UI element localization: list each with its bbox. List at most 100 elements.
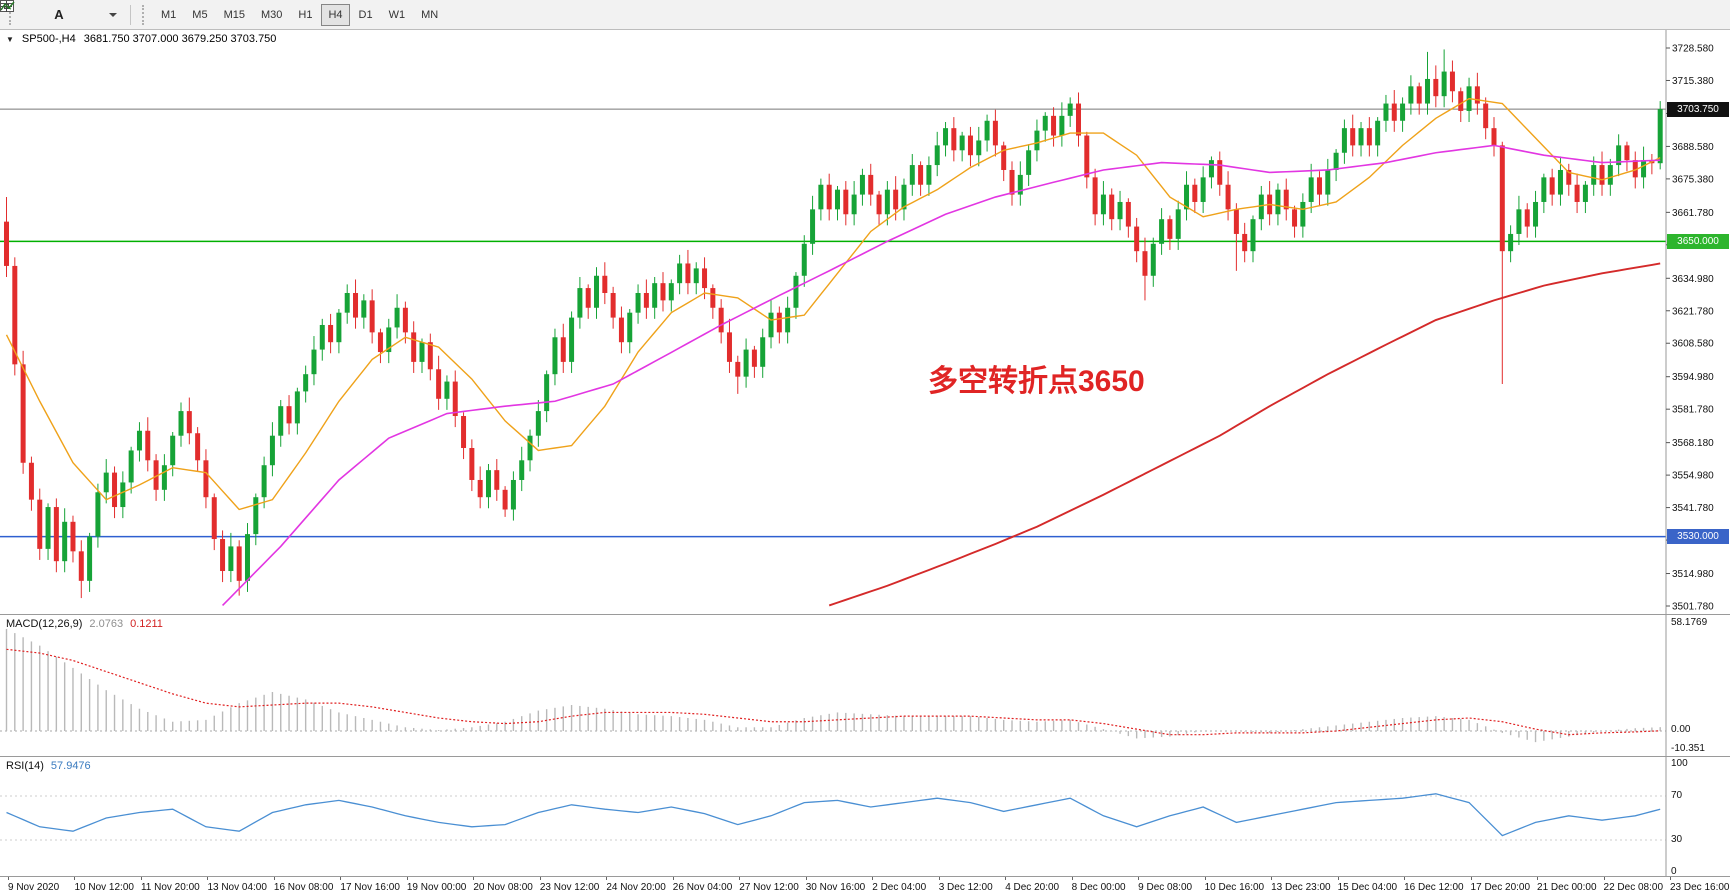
time-label: 26 Nov 04:00 [672, 882, 733, 893]
time-label: 17 Dec 20:00 [1470, 882, 1531, 893]
timeframe-m1-button[interactable]: M1 [154, 4, 183, 26]
timeframe-m30-button[interactable]: M30 [254, 4, 289, 26]
time-label: 10 Dec 16:00 [1204, 882, 1265, 893]
ma-mid-line [221, 144, 1661, 607]
price-tick-label: 3608.580 [1672, 339, 1714, 350]
price-tick-label: 3568.180 [1672, 438, 1714, 449]
time-label: 9 Nov 2020 [8, 882, 60, 893]
macd-signal-value: 0.1211 [130, 618, 163, 630]
time-tick [1404, 877, 1406, 880]
time-tick [1005, 877, 1007, 880]
time-tick [739, 877, 741, 880]
text-tool-button[interactable]: A [47, 4, 71, 26]
chart-window-button[interactable] [0, 0, 45, 26]
time-tick [406, 877, 408, 880]
rsi-line [6, 793, 1661, 837]
time-tick [1138, 877, 1140, 880]
timeframe-w1-button[interactable]: W1 [382, 4, 413, 26]
timeframe-m15-button[interactable]: M15 [217, 4, 252, 26]
hline-3530-badge[interactable]: 3530.000 [1667, 529, 1729, 545]
indicators-dropdown-button[interactable] [0, 1, 123, 26]
current-price-badge: 3703.750 [1667, 101, 1729, 117]
rsi-axis-30: 30 [1671, 834, 1683, 845]
candlestick-chart[interactable]: 3728.5803715.3803701.9803688.5803675.380… [0, 30, 1730, 614]
price-tick-label: 3581.780 [1672, 405, 1714, 416]
toolbar-separator [130, 4, 131, 25]
timeframe-d1-button[interactable]: D1 [352, 4, 380, 26]
time-label: 15 Dec 04:00 [1337, 882, 1398, 893]
price-tick-label: 3661.780 [1672, 208, 1714, 219]
macd-panel[interactable]: MACD(12,26,9) 2.0763 0.1211 58.1769 0.00… [0, 614, 1730, 757]
macd-axis-top: 58.1769 [1671, 617, 1708, 628]
time-label: 23 Nov 12:00 [539, 882, 600, 893]
time-tick [1470, 877, 1472, 880]
timeframe-h1-button[interactable]: H1 [291, 4, 319, 26]
time-tick [1204, 877, 1206, 880]
candles-layer [4, 49, 1663, 599]
macd-chart[interactable] [0, 615, 1730, 757]
price-tick-label: 3688.580 [1672, 142, 1714, 153]
time-tick [1271, 877, 1273, 880]
crosshair-button[interactable] [1, 1, 97, 26]
time-tick [140, 877, 142, 880]
time-label: 24 Nov 20:00 [606, 882, 666, 893]
time-tick [1537, 877, 1539, 880]
time-axis[interactable]: 9 Nov 2020 10 Nov 12:00 11 Nov 20:00 13 Nov… [0, 876, 1730, 895]
price-tick-label: 3634.980 [1672, 274, 1714, 285]
time-label: 19 Nov 00:00 [406, 882, 467, 893]
symbol-timeframe-label: SP500-,H4 [21, 33, 76, 45]
time-tick [74, 877, 76, 880]
time-label: 23 Dec 16:00 [1670, 882, 1730, 893]
time-tick [1071, 877, 1073, 880]
toolbar-grip[interactable] [9, 4, 15, 25]
time-tick [1337, 877, 1339, 880]
indicator-line-icon [0, 1, 15, 11]
macd-axis-zero: 0.00 [1671, 724, 1691, 735]
time-label: 11 Nov 20:00 [140, 882, 200, 893]
chart-annotation-text[interactable]: 多空转折点3650 [928, 365, 1145, 398]
time-tick [872, 877, 874, 880]
rsi-panel[interactable]: RSI(14) 57.9476 100 70 30 0 [0, 756, 1730, 877]
time-tick [539, 877, 541, 880]
macd-axis-bottom: -10.351 [1671, 743, 1705, 754]
time-tick [8, 877, 9, 880]
time-label: 21 Dec 00:00 [1537, 882, 1597, 893]
time-tick [938, 877, 940, 880]
rsi-name: RSI(14) [6, 760, 44, 772]
time-label: 13 Dec 23:00 [1271, 882, 1331, 893]
toolbar: A M1 M5 M15 M30 H1 H4 D1 W1 MN [0, 0, 1730, 30]
rsi-chart[interactable] [0, 757, 1730, 877]
symbol-dropdown-icon[interactable]: ▼ [6, 34, 14, 44]
macd-main-value: 2.0763 [89, 618, 124, 630]
macd-name: MACD(12,26,9) [6, 618, 83, 630]
time-label: 17 Nov 16:00 [340, 882, 400, 893]
ma-slow-line [828, 262, 1661, 607]
price-tick-label: 3728.580 [1672, 44, 1714, 55]
time-label: 16 Nov 08:00 [273, 882, 334, 893]
time-label: 10 Nov 12:00 [74, 882, 134, 893]
price-tick-label: 3621.780 [1672, 306, 1714, 317]
ohlc-values: 3681.750 3707.000 3679.250 3703.750 [83, 33, 277, 45]
time-tick [207, 877, 209, 880]
price-tick-label: 3715.380 [1672, 76, 1714, 87]
toolbar-grip[interactable] [142, 4, 148, 25]
macd-signal-line [6, 648, 1661, 736]
timeframe-m5-button[interactable]: M5 [185, 4, 214, 26]
time-tick [473, 877, 475, 880]
time-tick [1670, 877, 1671, 880]
time-tick [340, 877, 342, 880]
price-chart-panel[interactable]: 3728.5803715.3803701.9803688.5803675.380… [0, 30, 1730, 614]
timeframe-mn-button[interactable]: MN [414, 4, 445, 26]
ma-fast-line [5, 97, 1661, 511]
text-tool-icon: A [54, 7, 64, 22]
rsi-axis-70: 70 [1671, 790, 1683, 801]
time-label: 2 Dec 04:00 [872, 882, 927, 893]
time-label: 4 Dec 20:00 [1005, 882, 1060, 893]
timeframe-h4-button[interactable]: H4 [321, 3, 350, 26]
rsi-label: RSI(14) 57.9476 [6, 760, 91, 772]
hline-3650-badge[interactable]: 3650.000 [1667, 233, 1729, 249]
macd-label: MACD(12,26,9) 2.0763 0.1211 [6, 618, 163, 630]
chevron-down-icon [109, 12, 117, 17]
time-label: 3 Dec 12:00 [938, 882, 993, 893]
time-label: 13 Nov 04:00 [207, 882, 267, 893]
